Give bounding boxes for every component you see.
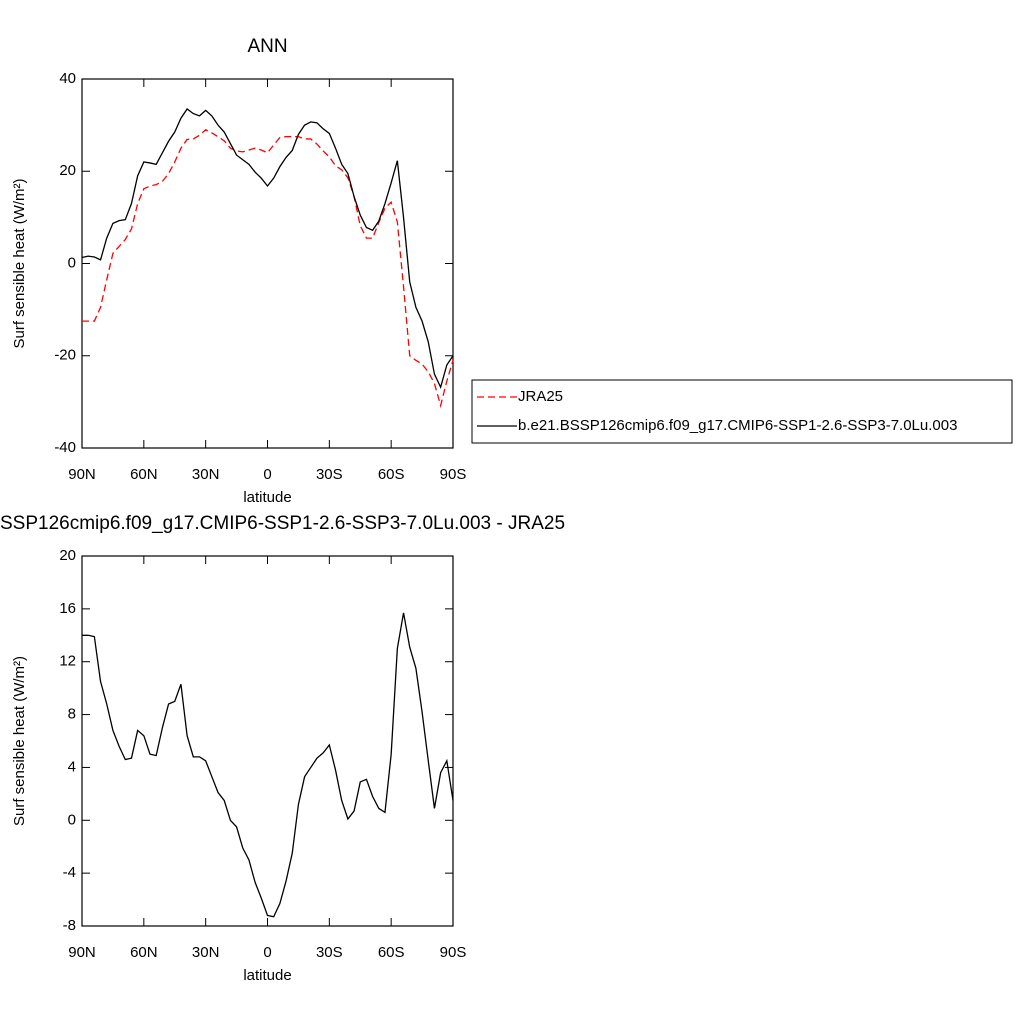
x-tick-label: 30N [192, 944, 220, 961]
x-tick-label: 60N [130, 944, 158, 961]
x-tick-label: 0 [263, 944, 271, 961]
x-tick-label: 90N [68, 944, 96, 961]
y-tick-label: 8 [68, 706, 76, 723]
y-tick-label: -8 [63, 917, 76, 934]
x-tick-label: 30S [316, 944, 343, 961]
data-line [82, 128, 454, 409]
y-tick-label: 0 [68, 811, 76, 828]
y-tick-label: -20 [54, 347, 76, 364]
y-tick-label: 40 [59, 70, 76, 87]
panel: SSP126cmip6.f09_g17.CMIP6-SSP1-2.6-SSP3-… [0, 513, 565, 984]
y-tick-label: 12 [59, 653, 76, 670]
legend-box [471, 379, 1013, 444]
x-tick-label: 0 [263, 466, 271, 483]
x-tick-label: 90S [440, 466, 467, 483]
y-tick-label: 20 [59, 162, 76, 179]
y-axis-label: Surf sensible heat (W/m²) [11, 178, 28, 348]
data-line [82, 612, 454, 918]
y-axis-label: Surf sensible heat (W/m²) [11, 656, 28, 826]
y-tick-label: -4 [63, 864, 76, 881]
y-tick-label: 4 [68, 758, 76, 775]
plot-frame [81, 555, 454, 927]
y-tick-label: 20 [59, 547, 76, 564]
y-tick-label: -40 [54, 439, 76, 456]
x-axis-label: latitude [243, 489, 291, 506]
x-tick-label: 60S [378, 944, 405, 961]
x-tick-label: 30N [192, 466, 220, 483]
legend-label: JRA25 [518, 388, 563, 405]
x-tick-label: 60S [378, 466, 405, 483]
chart-title: SSP126cmip6.f09_g17.CMIP6-SSP1-2.6-SSP3-… [0, 513, 565, 534]
chart-title: ANN [247, 36, 287, 57]
plot-frame [81, 78, 454, 449]
legend-label: b.e21.BSSP126cmip6.f09_g17.CMIP6-SSP1-2.… [518, 417, 957, 434]
x-tick-label: 30S [316, 466, 343, 483]
x-tick-label: 90N [68, 466, 96, 483]
data-line [81, 108, 454, 389]
panel: ANN -40 -20 0 20 40 90N 60N 30N 0 30S 60S 90S latitud… [11, 36, 1013, 506]
x-axis-label: latitude [243, 967, 291, 984]
x-tick-label: 90S [440, 944, 467, 961]
y-tick-label: 0 [68, 254, 76, 271]
x-tick-label: 60N [130, 466, 158, 483]
y-tick-label: 16 [59, 600, 76, 617]
